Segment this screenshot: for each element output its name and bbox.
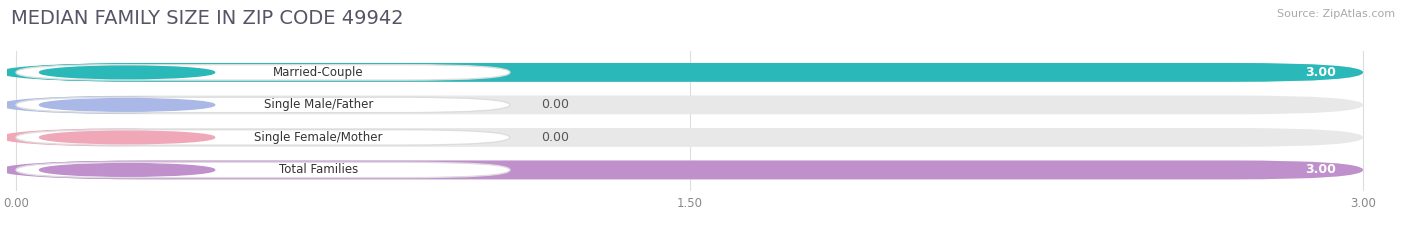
FancyBboxPatch shape xyxy=(15,161,1362,179)
Text: Single Female/Mother: Single Female/Mother xyxy=(254,131,382,144)
Circle shape xyxy=(0,129,224,146)
Text: Married-Couple: Married-Couple xyxy=(273,66,364,79)
FancyBboxPatch shape xyxy=(15,162,510,178)
Text: Total Families: Total Families xyxy=(278,163,359,176)
FancyBboxPatch shape xyxy=(15,63,1362,82)
Circle shape xyxy=(0,162,224,178)
FancyBboxPatch shape xyxy=(15,96,1362,114)
Circle shape xyxy=(0,97,224,113)
Text: 3.00: 3.00 xyxy=(1305,163,1336,176)
Text: 3.00: 3.00 xyxy=(1305,66,1336,79)
Circle shape xyxy=(0,64,224,81)
FancyBboxPatch shape xyxy=(15,128,1362,147)
Text: MEDIAN FAMILY SIZE IN ZIP CODE 49942: MEDIAN FAMILY SIZE IN ZIP CODE 49942 xyxy=(11,9,404,28)
Circle shape xyxy=(39,99,215,111)
Text: 0.00: 0.00 xyxy=(541,131,569,144)
Text: 0.00: 0.00 xyxy=(541,98,569,111)
FancyBboxPatch shape xyxy=(15,130,510,145)
Circle shape xyxy=(39,131,215,144)
Circle shape xyxy=(39,66,215,79)
Text: Single Male/Father: Single Male/Father xyxy=(264,98,373,111)
Circle shape xyxy=(39,164,215,176)
FancyBboxPatch shape xyxy=(15,161,1362,179)
FancyBboxPatch shape xyxy=(15,97,510,113)
FancyBboxPatch shape xyxy=(15,63,1362,82)
Text: Source: ZipAtlas.com: Source: ZipAtlas.com xyxy=(1277,9,1395,19)
FancyBboxPatch shape xyxy=(15,65,510,80)
